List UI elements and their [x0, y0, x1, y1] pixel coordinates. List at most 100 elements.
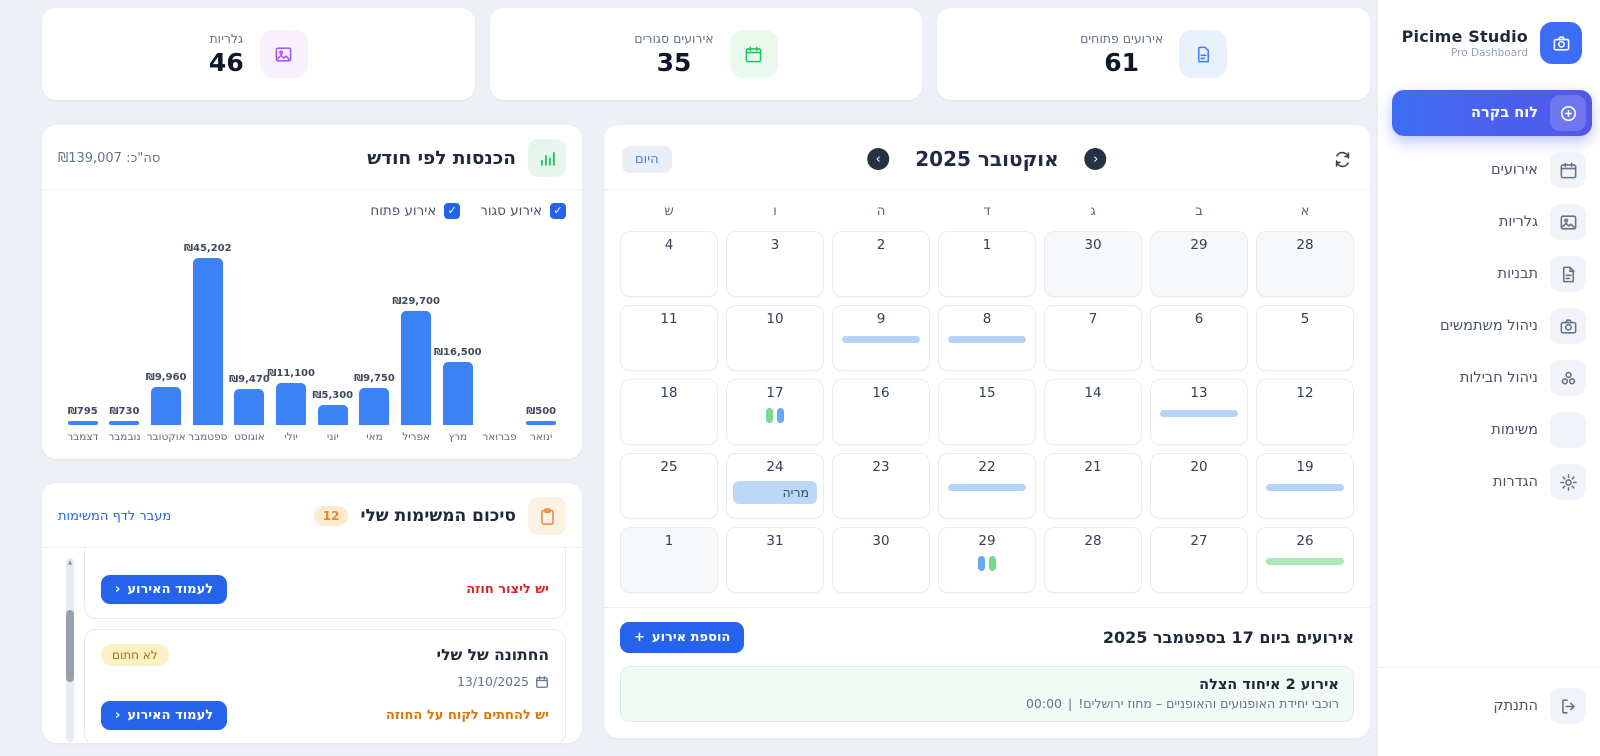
calendar-day-cell[interactable]: 23: [832, 453, 930, 519]
weekday-label: ה: [876, 203, 886, 219]
calendar-day-cell[interactable]: 13: [1150, 379, 1248, 445]
calendar-day-cell[interactable]: 14: [1044, 379, 1142, 445]
scrollbar-up-icon[interactable]: ▲: [67, 559, 73, 566]
day-number: 20: [1190, 459, 1208, 475]
calendar-day-cell[interactable]: 26: [1256, 527, 1354, 593]
calendar-day-cell[interactable]: 29: [938, 527, 1036, 593]
day-number: 8: [982, 311, 992, 327]
calendar-day-cell[interactable]: 29: [1150, 231, 1248, 297]
stat-card-document[interactable]: אירועים פתוחים 61: [937, 8, 1370, 100]
sidebar-item-checklist[interactable]: משימות: [1392, 410, 1586, 450]
day-number: 28: [1296, 237, 1314, 253]
calendar-day-cell[interactable]: 25: [620, 453, 718, 519]
calendar-day-cell[interactable]: 27: [1150, 527, 1248, 593]
sidebar-item-label: ניהול משתמשים: [1440, 318, 1538, 334]
sidebar-item-label: ניהול חבילות: [1459, 370, 1538, 386]
task-event-page-button[interactable]: לעמוד האירוע ‹: [101, 701, 228, 730]
sidebar-item-camera[interactable]: ניהול משתמשים: [1392, 306, 1586, 346]
calendar-day-cell[interactable]: 10: [726, 305, 824, 371]
day-events-heading: אירועים ביום 17 בספטמבר 2025: [1102, 628, 1354, 647]
day-number: 12: [1296, 385, 1314, 401]
calendar-day-cell[interactable]: 28: [1256, 231, 1354, 297]
calendar-day-cell[interactable]: 7: [1044, 305, 1142, 371]
calendar-day-cell[interactable]: 15: [938, 379, 1036, 445]
calendar-day-cell[interactable]: 6: [1150, 305, 1248, 371]
calendar-day-cell[interactable]: 21: [1044, 453, 1142, 519]
day-number: 28: [1084, 533, 1102, 549]
chart-bar[interactable]: [442, 362, 473, 425]
stat-value: 46: [208, 48, 244, 77]
add-event-button[interactable]: הוספת אירוע +: [620, 622, 745, 653]
sidebar-item-image[interactable]: גלריות: [1392, 202, 1586, 242]
calendar-day-cell[interactable]: 31: [726, 527, 824, 593]
calendar-day-cell[interactable]: 16: [832, 379, 930, 445]
chart-bar[interactable]: [109, 421, 140, 425]
stat-card-calendar[interactable]: אירועים סגורים 35: [489, 8, 923, 100]
sidebar-item-package[interactable]: ניהול חבילות: [1392, 358, 1586, 398]
calendar-day-cell[interactable]: 17: [726, 379, 824, 445]
event-dots: [939, 556, 1035, 571]
calendar-day-cell[interactable]: 30: [1044, 231, 1142, 297]
task-event-page-button[interactable]: לעמוד האירוע ‹: [101, 575, 228, 604]
calendar-day-cell[interactable]: 12: [1256, 379, 1354, 445]
legend-item[interactable]: ✓ אירוע סגור: [480, 203, 566, 219]
income-chart-card: הכנסות לפי חודש סה"כ: ₪139,007 ✓ אירוע סג…: [42, 125, 582, 459]
calendar-day-cell[interactable]: 2: [832, 231, 930, 297]
calendar-day-cell[interactable]: 8: [938, 305, 1036, 371]
today-button[interactable]: היום: [622, 145, 672, 173]
chart-bar[interactable]: [526, 421, 557, 425]
chart-bar[interactable]: [192, 258, 223, 425]
event-list-item[interactable]: אירוע 2 איחוד הצלה רוכבי יחידת האופנועים …: [620, 666, 1354, 722]
calendar-day-cell[interactable]: 11: [620, 305, 718, 371]
checkbox-checked-icon[interactable]: ✓: [550, 203, 566, 219]
prev-month-button[interactable]: ‹: [867, 148, 890, 170]
calendar-day-cell[interactable]: 28: [1044, 527, 1142, 593]
tasks-page-link[interactable]: מעבר לדף המשימות: [58, 508, 172, 524]
chart-bar[interactable]: [151, 387, 182, 425]
calendar-day-cell[interactable]: 1: [620, 527, 718, 593]
checkbox-checked-icon[interactable]: ✓: [444, 203, 461, 219]
sidebar-item-dashboard[interactable]: לוח בקרה: [1392, 90, 1592, 136]
calendar-day-cell[interactable]: 22: [938, 453, 1036, 519]
sidebar-item-template[interactable]: תבניות: [1392, 254, 1586, 294]
calendar-day-cell[interactable]: 4: [620, 231, 718, 297]
refresh-icon[interactable]: [1333, 150, 1352, 169]
chart-bar[interactable]: [317, 405, 348, 425]
chart-column: ₪9,960 אוקטובר: [145, 243, 187, 443]
tasks-scrollbar[interactable]: ▲: [66, 558, 74, 742]
calendar-day-cell[interactable]: 18: [620, 379, 718, 445]
calendar-day-cell[interactable]: 19: [1256, 453, 1354, 519]
chart-bar[interactable]: [359, 388, 390, 425]
chart-bar[interactable]: [401, 311, 432, 425]
logout-button[interactable]: התנתק: [1392, 686, 1586, 726]
chart-column: ₪45,202 ספטמבר: [184, 243, 232, 443]
calendar-day-cell[interactable]: 1: [938, 231, 1036, 297]
sidebar-item-calendar[interactable]: אירועים: [1392, 150, 1586, 190]
legend-label: אירוע פתוח: [370, 203, 437, 219]
weekday-label: ד: [983, 203, 991, 219]
event-dot-blue: [978, 556, 985, 571]
legend-item[interactable]: ✓ אירוע פתוח: [370, 203, 461, 219]
chart-bar[interactable]: [234, 389, 265, 425]
chevron-left-icon: ‹: [115, 582, 121, 597]
next-month-button[interactable]: ›: [1084, 148, 1107, 170]
stat-value: 61: [1104, 48, 1140, 77]
event-description: רוכבי יחידת האופנועים והאופניים – מחוז י…: [1078, 696, 1339, 711]
x-axis-label: דצמבר: [67, 431, 99, 443]
bar-value-label: ₪730: [109, 406, 140, 417]
calendar-day-cell[interactable]: 20: [1150, 453, 1248, 519]
chart-bar[interactable]: [276, 383, 307, 425]
calendar-day-cell[interactable]: 30: [832, 527, 930, 593]
stat-card-image[interactable]: גלריות 46: [41, 8, 475, 100]
scrollbar-thumb[interactable]: [66, 610, 74, 682]
checklist-icon: [1550, 412, 1586, 448]
calendar-day-cell[interactable]: 9: [832, 305, 930, 371]
calendar-day-cell[interactable]: 3: [726, 231, 824, 297]
calendar-day-cell[interactable]: 24 מריה: [726, 453, 824, 519]
x-axis-label: נובמבר: [108, 431, 141, 443]
sidebar-item-gear[interactable]: הגדרות: [1392, 462, 1586, 502]
day-number: 17: [766, 385, 784, 401]
calendar-day-cell[interactable]: 5: [1256, 305, 1354, 371]
chart-bar[interactable]: [67, 421, 98, 425]
